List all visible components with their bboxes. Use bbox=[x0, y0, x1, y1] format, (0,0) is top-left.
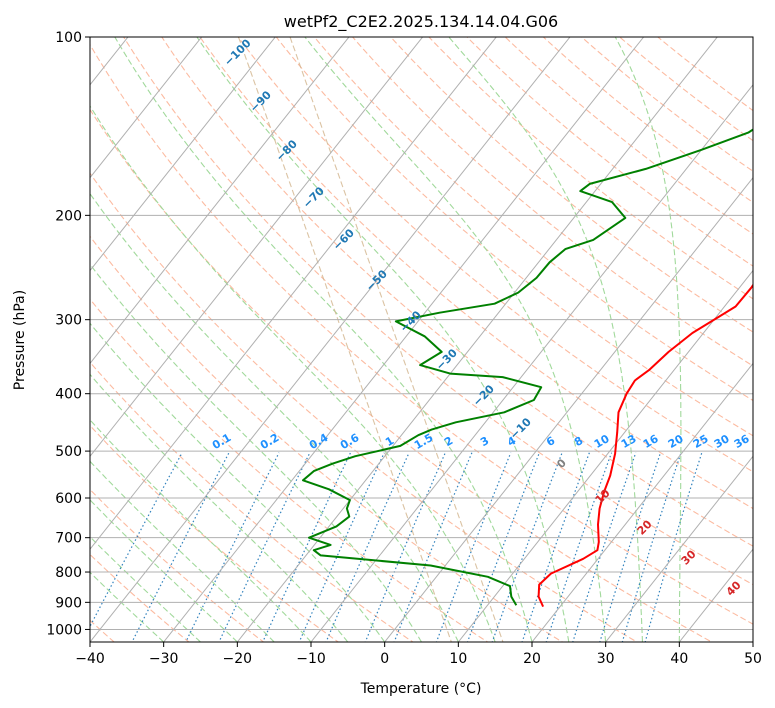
moist-adiabat-line bbox=[614, 37, 682, 642]
x-tick-label: 10 bbox=[449, 651, 467, 667]
moist-adiabat-line bbox=[90, 263, 422, 642]
dry-adiabat-line bbox=[90, 361, 414, 642]
x-tick-label: 20 bbox=[523, 651, 541, 667]
y-tick-label: 1000 bbox=[46, 622, 82, 638]
mixing-ratio-line bbox=[131, 452, 230, 642]
reference-curve bbox=[289, 37, 504, 642]
y-tick-label: 700 bbox=[55, 531, 82, 547]
x-tick-label: 30 bbox=[597, 651, 615, 667]
x-tick-label: −40 bbox=[75, 651, 105, 667]
dry-adiabat-line bbox=[237, 37, 753, 473]
mixing-ratio-line bbox=[435, 452, 512, 642]
mixing-ratio-line bbox=[185, 452, 280, 642]
isotherm-line bbox=[90, 37, 424, 458]
dry-adiabat-line bbox=[580, 37, 753, 172]
mixing-ratio-line bbox=[599, 452, 662, 642]
isotherm-line bbox=[310, 84, 753, 642]
dry-adiabat-line bbox=[90, 298, 489, 642]
isotherm-line bbox=[236, 37, 718, 642]
x-tick-label: 40 bbox=[670, 651, 688, 667]
mixing-ratio-line bbox=[644, 452, 703, 642]
moist-adiabat-line bbox=[114, 37, 533, 642]
background-grid bbox=[90, 37, 753, 642]
axis-ticks: −40 −30 −20 −10 0 10 20 30 40 50 100 200 300 400 500 60… bbox=[46, 30, 762, 667]
mixing-ratio-line bbox=[393, 452, 473, 642]
mixing-ratio-line bbox=[545, 452, 613, 642]
moist-adiabat-line bbox=[90, 322, 386, 642]
y-tick-label: 600 bbox=[55, 491, 82, 507]
mixing-ratio-line bbox=[572, 452, 637, 642]
dry-adiabat-line bbox=[542, 37, 753, 204]
isotherm-line bbox=[90, 37, 276, 272]
y-tick-label: 500 bbox=[55, 444, 82, 460]
x-tick-label: −30 bbox=[149, 651, 179, 667]
y-axis-label: Pressure (hPa) bbox=[12, 290, 28, 390]
dry-adiabat-line bbox=[313, 37, 753, 402]
dry-adiabat-line bbox=[90, 235, 564, 642]
x-tick-label: −10 bbox=[296, 651, 326, 667]
y-tick-label: 300 bbox=[55, 313, 82, 329]
y-tick-label: 100 bbox=[55, 30, 82, 46]
dry-adiabat-line bbox=[618, 37, 753, 142]
dewpoint-profile bbox=[302, 128, 753, 606]
reference-curve bbox=[237, 37, 452, 642]
mixing-ratio-line bbox=[262, 452, 352, 642]
isotherm-line bbox=[531, 362, 753, 642]
moist-adiabat-line bbox=[196, 37, 570, 642]
moist-adiabat-line bbox=[304, 37, 607, 642]
isotherm-line bbox=[90, 37, 497, 550]
isotherm-line bbox=[90, 37, 350, 365]
y-tick-label: 800 bbox=[55, 565, 82, 581]
dry-adiabat-line bbox=[199, 37, 753, 510]
y-tick-label: 200 bbox=[55, 208, 82, 224]
x-tick-label: −20 bbox=[223, 651, 253, 667]
dry-adiabat-line bbox=[351, 37, 753, 367]
y-tick-label: 400 bbox=[55, 387, 82, 403]
dry-adiabat-line bbox=[161, 37, 753, 547]
dry-adiabat-line bbox=[389, 37, 753, 333]
dry-adiabat-line bbox=[90, 108, 713, 642]
dry-adiabat-line bbox=[90, 43, 753, 625]
moist-adiabat-line bbox=[90, 105, 496, 642]
y-tick-label: 900 bbox=[55, 595, 82, 611]
mixing-ratio-line bbox=[364, 452, 446, 642]
moist-adiabat-line bbox=[90, 373, 349, 642]
dry-adiabat-line bbox=[275, 37, 753, 437]
dry-adiabat-line bbox=[90, 172, 639, 642]
mixing-ratio-line bbox=[298, 452, 385, 642]
isotherm-line bbox=[163, 37, 645, 642]
x-tick-label: 0 bbox=[380, 651, 389, 667]
x-axis-label: Temperature (°C) bbox=[360, 681, 482, 697]
temperature-profile bbox=[537, 283, 753, 608]
mixing-ratio-line bbox=[218, 452, 311, 642]
mixing-ratio-line bbox=[621, 452, 682, 642]
isotherm-line bbox=[90, 37, 571, 642]
dry-adiabat-line bbox=[123, 37, 753, 586]
curve-layer bbox=[302, 128, 753, 608]
x-tick-label: 50 bbox=[744, 651, 762, 667]
isotherm-line bbox=[605, 455, 753, 642]
moist-adiabat-line bbox=[448, 37, 644, 642]
chart-title: wetPf2_C2E2.2025.134.14.04.G06 bbox=[284, 12, 558, 32]
plot-frame bbox=[89, 36, 754, 643]
dry-adiabat-line bbox=[90, 424, 340, 642]
mixing-ratio-line bbox=[325, 452, 410, 642]
isotherm-line bbox=[384, 176, 753, 642]
dry-adiabat-line bbox=[504, 37, 753, 235]
isotherm-line bbox=[90, 37, 203, 179]
isotherm-line bbox=[457, 269, 753, 642]
